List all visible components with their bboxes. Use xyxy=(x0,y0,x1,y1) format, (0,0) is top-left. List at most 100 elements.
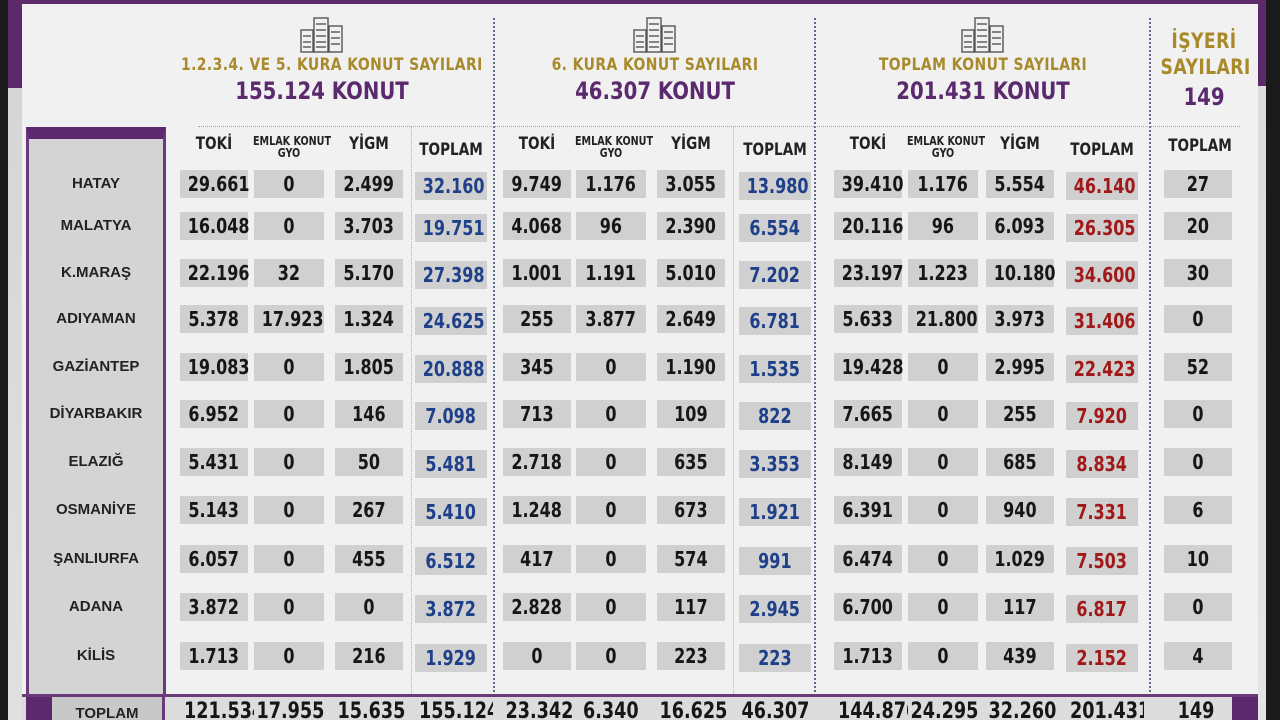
cell-value: 146 xyxy=(352,402,386,426)
cell-value: 0 xyxy=(605,547,617,571)
table-cell: 3.872 xyxy=(180,593,248,621)
table-cell: 1.223 xyxy=(908,259,978,287)
table-cell: 1.176 xyxy=(908,170,978,198)
building-icon xyxy=(961,17,1004,53)
table-cell: 1.191 xyxy=(576,259,646,287)
col-header-isyeri-toplam: TOPLAM xyxy=(1168,136,1232,156)
cell-value: 6.474 xyxy=(842,547,894,571)
cell-value: 0 xyxy=(605,644,617,668)
table-cell: 7.202 xyxy=(739,261,811,289)
cell-value: 19.751 xyxy=(422,216,485,240)
table-cell: 0 xyxy=(576,545,646,573)
total-value: 16.625 xyxy=(659,699,728,720)
table-cell: 0 xyxy=(908,545,978,573)
left-frame xyxy=(0,0,8,720)
section-count: 155.124 KONUT xyxy=(235,77,409,105)
cell-value: 0 xyxy=(605,402,617,426)
section-title: TOPLAM KONUT SAYILARI xyxy=(878,55,1088,75)
cell-value: 0 xyxy=(363,595,375,619)
table-cell: 3.353 xyxy=(739,450,811,478)
table-cell: 39.410 xyxy=(834,170,903,198)
table-cell: 3.872 xyxy=(415,595,487,623)
table-cell: 2.718 xyxy=(503,448,571,476)
cell-value: 216 xyxy=(352,644,386,668)
cell-value: 10 xyxy=(1186,547,1210,571)
table-cell: 0 xyxy=(254,400,324,428)
cell-value: 0 xyxy=(937,355,949,379)
cell-value: 0 xyxy=(283,355,295,379)
table-cell: 7.665 xyxy=(834,400,902,428)
cell-value: 439 xyxy=(1003,644,1037,668)
table-cell: 267 xyxy=(335,496,403,524)
section-title: 1.2.3.4. VE 5. KURA KONUT SAYILARI xyxy=(180,55,483,75)
table-cell: 1.001 xyxy=(503,259,571,287)
cell-value: 0 xyxy=(605,355,617,379)
section-header-kura-6: 6. KURA KONUT SAYILARI 46.307 KONUT xyxy=(495,16,815,106)
section-divider xyxy=(1149,18,1151,720)
table-cell: 685 xyxy=(986,448,1054,476)
cell-value: 2.995 xyxy=(994,355,1046,379)
cell-value: 1.713 xyxy=(842,644,894,668)
table-cell: 822 xyxy=(739,402,811,430)
table-cell: 1.929 xyxy=(415,644,487,672)
cell-value: 1.029 xyxy=(994,547,1046,571)
totals-purple-block xyxy=(26,697,52,720)
cell-value: 5.554 xyxy=(994,172,1046,196)
table-cell: 0 xyxy=(908,353,978,381)
table-cell: 34.600 xyxy=(1066,261,1138,289)
left-purple-border xyxy=(8,0,22,720)
cell-value: 822 xyxy=(758,404,792,428)
cell-value: 6.700 xyxy=(842,595,894,619)
right-frame xyxy=(1266,0,1280,720)
cell-value: 1.176 xyxy=(585,172,637,196)
cell-value: 13.980 xyxy=(746,174,809,198)
cell-value: 223 xyxy=(758,646,792,670)
cell-value: 0 xyxy=(283,547,295,571)
cell-value: 1.921 xyxy=(749,500,801,524)
total-value: 149 xyxy=(1177,699,1215,720)
table-cell: 3.973 xyxy=(986,305,1054,333)
cell-value: 24.625 xyxy=(422,309,485,333)
col-header-toplam: TOPLAM xyxy=(419,140,483,160)
table-cell: 8.834 xyxy=(1066,450,1138,478)
col-header-line: GYO xyxy=(931,146,955,160)
cell-value: 1.001 xyxy=(511,261,563,285)
table-cell: 0 xyxy=(335,593,403,621)
total-value: 17.955 xyxy=(256,699,325,720)
cell-value: 109 xyxy=(674,402,708,426)
table-cell: 20.116 xyxy=(834,212,903,240)
col-header-yigm: YİGM xyxy=(1000,134,1040,154)
cell-value: 0 xyxy=(531,644,543,668)
cell-value: 713 xyxy=(520,402,554,426)
table-cell: 29.661 xyxy=(180,170,249,198)
table-cell: 713 xyxy=(503,400,571,428)
cell-value: 7.665 xyxy=(842,402,894,426)
table-cell: 6.474 xyxy=(834,545,902,573)
cell-value: 117 xyxy=(1003,595,1037,619)
cell-value: 22.423 xyxy=(1073,357,1136,381)
table-cell: 1.921 xyxy=(739,498,811,526)
table-cell: 17.923 xyxy=(254,305,324,333)
province-column xyxy=(26,127,166,720)
table-cell: 0 xyxy=(908,496,978,524)
table-cell: 27.398 xyxy=(415,261,487,289)
table-cell: 345 xyxy=(503,353,571,381)
cell-value: 19.083 xyxy=(187,355,250,379)
building-icon xyxy=(633,17,676,53)
table-cell: 2.995 xyxy=(986,353,1054,381)
table-cell: 7.920 xyxy=(1066,402,1138,430)
cell-value: 27 xyxy=(1186,172,1210,196)
table-cell: 109 xyxy=(657,400,725,428)
table-cell: 1.248 xyxy=(503,496,571,524)
section-count: 46.307 KONUT xyxy=(575,77,735,105)
section-count: 201.431 KONUT xyxy=(896,77,1070,105)
header-divider xyxy=(198,126,1240,127)
cell-value: 4 xyxy=(1192,644,1204,668)
table-cell: 6.093 xyxy=(986,212,1054,240)
table-cell: 22.423 xyxy=(1066,355,1138,383)
province-label: ŞANLIURFA xyxy=(53,550,139,567)
cell-value: 635 xyxy=(674,450,708,474)
table-cell: 0 xyxy=(254,212,324,240)
col-header-line: GYO xyxy=(599,146,623,160)
section-title: 6. KURA KONUT SAYILARI xyxy=(551,55,759,75)
